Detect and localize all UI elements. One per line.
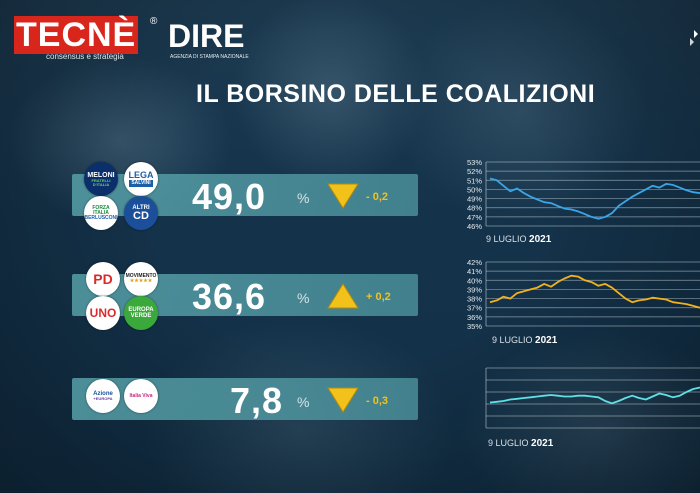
coalition-row-centrodestra: MELONI FRATELLI D'ITALIA LEGA SALVINI FO…	[0, 162, 470, 232]
party-logo-italia-viva: Italia Viva	[124, 379, 158, 413]
line-chart: 53%52%51%50%49%48%47%46%	[467, 158, 700, 231]
party-logo-europa-verde: EUROPA VERDE	[124, 296, 158, 330]
percent-sign: %	[297, 190, 310, 206]
y-tick-label: 40%	[467, 276, 482, 285]
coalition-delta: - 0,3	[366, 395, 389, 407]
registered-mark: ®	[150, 16, 158, 27]
y-tick-label: 46%	[467, 222, 482, 231]
tecne-logo: TECNÈ ® consensus e strategia	[14, 16, 158, 61]
y-tick-label: 47%	[467, 213, 482, 222]
dire-wordmark: DIRE	[168, 18, 245, 54]
y-tick-label: 42%	[467, 258, 482, 267]
coalition-row-centrosinistra: PD MOVIMENTO ★★★★★ UNO EUROPA VERDE 36,6…	[0, 262, 470, 332]
party-logo-sub: FRATELLI D'ITALIA	[91, 177, 111, 187]
line-chart: 42%41%40%39%38%37%36%35%	[467, 258, 700, 331]
chart-start-date: 9 LUGLIO 2021	[488, 438, 553, 449]
chart-start-date: 9 LUGLIO 2021	[486, 234, 551, 245]
y-tick-label: 51%	[467, 176, 482, 185]
trend-chart-terzo-polo: 9 LUGLIO 2021	[456, 362, 700, 454]
coalition-value: 7,8	[230, 380, 284, 421]
party-logos-group: PD MOVIMENTO ★★★★★ UNO EUROPA VERDE	[84, 262, 164, 330]
trend-chart-centrodestra: 53% 52% 51% 50% 49% 48% 47% 46% 9 LUGLIO 2021	[456, 156, 700, 248]
y-tick-label: 50%	[467, 185, 482, 194]
party-logo-label: Azione	[93, 391, 113, 397]
party-logo-sub: SALVINI	[129, 180, 153, 187]
y-tick-label: 39%	[467, 285, 482, 294]
percent-sign: %	[297, 394, 310, 410]
party-logo-label: MELONI	[87, 171, 115, 179]
party-logo-sub: +EUROPA	[93, 396, 113, 401]
coalition-value: 49,0	[192, 176, 267, 217]
party-logo-sub: CD	[133, 209, 149, 222]
series-line	[489, 177, 700, 220]
trend-down-arrow-icon	[327, 183, 359, 209]
tecne-wordmark: TECNÈ	[14, 16, 139, 55]
y-tick-label: 37%	[467, 304, 482, 313]
chart-start-date: 9 LUGLIO 2021	[492, 335, 557, 346]
y-tick-label: 52%	[467, 167, 482, 176]
trend-down-arrow-icon	[327, 387, 359, 413]
party-logos-group: MELONI FRATELLI D'ITALIA LEGA SALVINI FO…	[84, 162, 164, 230]
party-logos-group: Azione +EUROPA Italia Viva	[84, 379, 164, 447]
y-tick-label: 36%	[467, 313, 482, 322]
chart-date-year: 2021	[535, 335, 558, 346]
party-logo-azione: Azione +EUROPA	[86, 379, 120, 413]
coalition-delta: - 0,2	[366, 191, 389, 203]
tecne-wordmark-text: TECNÈ	[14, 16, 139, 54]
dire-tagline: AGENZIA DI STAMPA NAZIONALE	[170, 54, 249, 60]
party-logo-label: LEGA	[128, 170, 154, 180]
y-tick-label: 35%	[467, 322, 482, 331]
party-logo-sub: ★★★★★	[129, 278, 153, 284]
party-logo-label: ALTRI	[132, 204, 150, 211]
party-logo-movimento: MOVIMENTO ★★★★★	[124, 262, 158, 296]
party-logo-label: MOVIMENTO	[125, 273, 157, 279]
party-logo-label: FORZA ITALIA	[92, 204, 110, 216]
party-logo-sub: BERLUSCONI	[84, 214, 118, 221]
party-logo-label: UNO	[89, 306, 117, 320]
y-tick-label: 53%	[467, 158, 482, 167]
series-line	[489, 386, 700, 405]
party-logo-lega: LEGA SALVINI	[124, 162, 158, 196]
party-logo-label: EUROPA	[128, 307, 154, 313]
dire-logo: DIRE AGENZIA DI STAMPA NAZIONALE	[168, 18, 249, 62]
line-chart	[485, 367, 700, 429]
coalition-delta: + 0,2	[366, 291, 391, 303]
coalition-row-terzo-polo: Azione +EUROPA Italia Viva 7,8 % - 0,3	[0, 366, 470, 436]
party-logo-fdi: MELONI FRATELLI D'ITALIA	[84, 162, 118, 196]
trend-chart-centrosinistra: 42% 41% 40% 39% 38% 37% 36% 35% 9 LUGLIO 2021	[456, 256, 700, 348]
series-line	[489, 274, 700, 309]
chart-date-label: 9 LUGLIO	[488, 438, 529, 448]
channel-mark-icon	[690, 30, 698, 46]
party-logo-pd: PD	[86, 262, 120, 296]
percent-sign: %	[297, 290, 310, 306]
party-logo-label: Italia Viva	[129, 392, 153, 399]
chart-date-year: 2021	[529, 234, 552, 245]
y-tick-label: 49%	[467, 195, 482, 204]
chart-date-label: 9 LUGLIO	[486, 234, 527, 244]
party-logo-uno: UNO	[86, 296, 120, 330]
trend-up-arrow-icon	[327, 283, 359, 309]
coalition-value: 36,6	[192, 276, 267, 317]
party-logo-sub: VERDE	[130, 313, 152, 319]
y-tick-label: 48%	[467, 204, 482, 213]
y-tick-label: 41%	[467, 267, 482, 276]
tecne-tagline: consensus e strategia	[46, 52, 124, 61]
chart-date-label: 9 LUGLIO	[492, 335, 533, 345]
party-logo-altri-cd: ALTRI CD	[124, 196, 158, 230]
party-logo-label: PD	[93, 271, 113, 287]
y-tick-label: 38%	[467, 295, 482, 304]
chart-date-year: 2021	[531, 438, 554, 449]
party-logo-forza-italia: FORZA ITALIA BERLUSCONI	[84, 196, 118, 230]
page-title: IL BORSINO DELLE COALIZIONI	[196, 80, 596, 108]
